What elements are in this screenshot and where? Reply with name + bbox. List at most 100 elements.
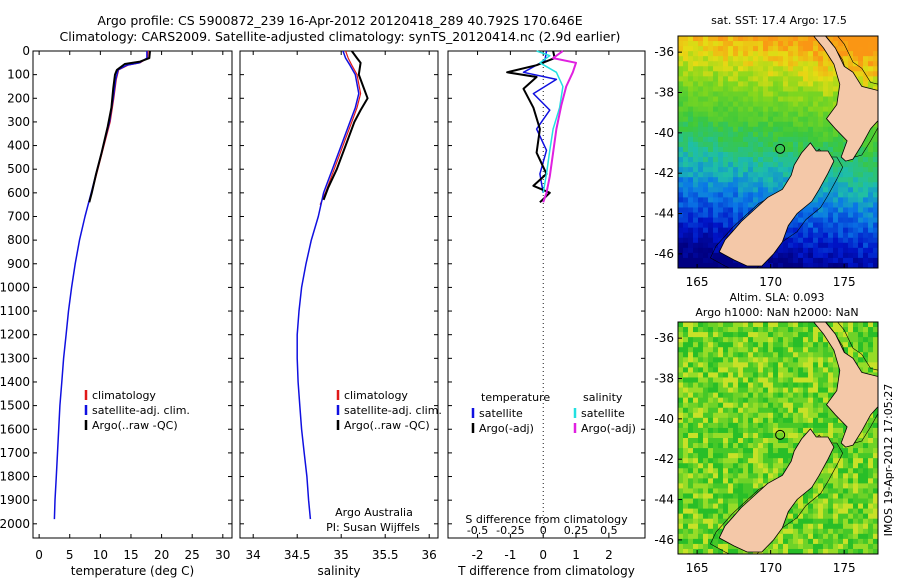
sst-map-cell [728,61,734,67]
diff-xtick-label: -1 [504,548,516,562]
sla-map-cell [868,367,874,374]
sst-map-cell [788,76,794,82]
sst-map-cell [678,197,684,204]
sst-map-cell [698,232,704,239]
sla-map-cell [688,377,694,384]
sla-map-cell [723,458,729,464]
sst-map-cell [753,51,759,57]
sla-map-cell [873,332,878,338]
sst-map-cell [713,36,719,42]
sst-map-cell [768,162,774,168]
sla-map-cell [703,427,709,434]
sst-map-cell [793,257,799,264]
sla-map-cell [708,533,714,540]
sla-map-cell [718,337,724,343]
sst-map-cell [728,121,734,128]
sla-map-cell [738,493,744,500]
sst-map-cell [678,237,684,244]
sst-map-cell [758,126,764,133]
sst-map-cell [828,232,834,239]
sst-map-cell [868,262,874,268]
sla-map-cell [678,332,684,338]
sla-map-cell [713,498,719,505]
sst-map-cell [733,61,739,67]
sla-map-cell [698,498,704,505]
sla-map-cell [733,488,739,495]
sla-map-cell [758,417,764,424]
sla-map-cell [703,468,709,474]
sst-map-cell [868,146,874,153]
sla-map-cell [723,397,729,404]
sla-map-cell [788,377,794,384]
sla-map-cell [873,347,878,353]
sla-map-cell [798,342,804,348]
sla-map-cell [708,438,714,444]
sla-map-cell [788,518,794,525]
sla-map-cell [863,327,869,333]
sla-map-cell [683,412,689,419]
sla-map-cell [683,438,689,444]
sla-map-cell [698,528,704,535]
sla-map-cell [738,352,744,358]
sst-map-cell [688,131,694,138]
sla-map-cell [863,493,869,500]
sla-map-cell [758,397,764,404]
sst-map-cell [853,56,859,62]
sla-map-cell [688,518,694,525]
sst-map-cell [863,217,869,224]
sla-map-cell [808,327,814,333]
sla-map-cell [733,548,739,554]
sla-map-cell [708,432,714,439]
sst-map-cell [818,232,824,239]
sla-map-cell [793,412,799,419]
sla-map-cell [723,468,729,474]
sst-ytick-label: -42 [654,166,674,180]
sla-map-cell [778,372,784,379]
sst-map-cell [688,232,694,239]
sst-map-cell [848,257,854,264]
sst-map-cell [868,157,874,163]
sst-map-cell [718,202,724,209]
sla-map-cell [773,402,779,409]
sla-map-cell [758,443,764,449]
sst-map-cell [753,167,759,173]
sst-map-cell [698,162,704,168]
sla-map-cell [678,533,684,540]
sla-map-cell [728,372,734,379]
sst-map-cell [873,172,878,178]
sla-map-cell [728,543,734,550]
sst-map-cell [708,121,714,128]
sla-map-cell [793,347,799,353]
sst-map-cell [823,96,829,103]
sst-map-cell [728,126,734,133]
sla-map-cell [853,458,859,464]
sla-map-cell [743,357,749,363]
sla-map-cell [868,422,874,429]
sst-map-cell [798,51,804,57]
sst-map-cell [688,177,694,183]
sla-map-cell [723,493,729,500]
depth-tick-label: 1000 [0,280,30,294]
sla-map-cell [718,357,724,363]
sst-map-cell [683,172,689,178]
sla-map-cell [818,412,824,419]
sla-map-cell [678,422,684,429]
sst-map-cell [683,222,689,229]
sst-map-cell [808,36,814,42]
sst-map-cell [683,182,689,188]
sla-map-cell [708,332,714,338]
sst-map-cell [693,46,699,52]
sst-map-cell [708,152,714,158]
sst-map-cell [703,252,709,259]
sst-map-cell [693,71,699,77]
sla-map-cell [748,422,754,429]
sla-map-cell [753,387,759,394]
sla-map-cell [838,473,844,479]
sst-map-cell [813,91,819,98]
sla-map-cell [798,357,804,363]
sst-argo-position-marker [775,143,786,154]
sst-map-cell [703,197,709,204]
sst-map-cell [868,131,874,138]
sst-map-cell [703,187,709,193]
sla-ytick-label: -38 [654,371,674,385]
